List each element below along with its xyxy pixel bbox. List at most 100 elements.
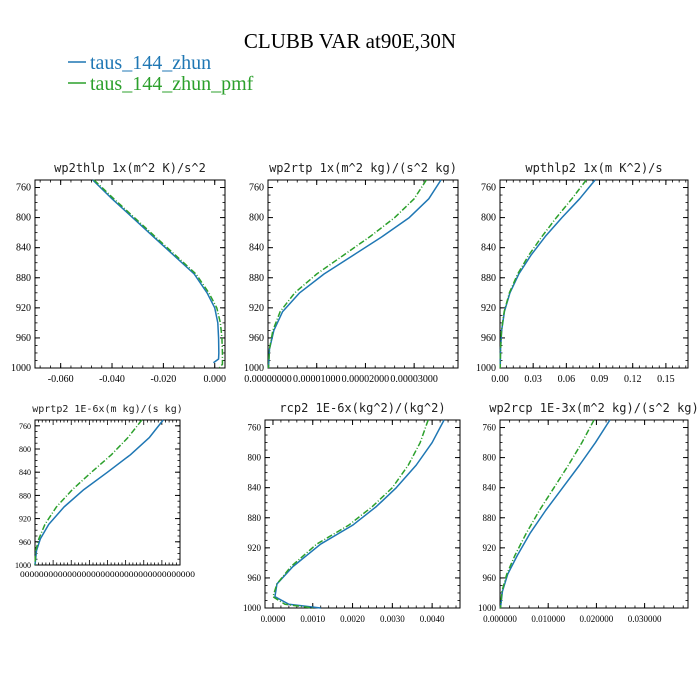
series-line-1: [267, 179, 427, 369]
x-tick-label: 0.0020: [340, 614, 365, 624]
panel-title: wprtp2 1E-6x(m kg)/(s kg): [32, 404, 183, 415]
y-tick-label: 1000: [243, 603, 262, 613]
figure-title: CLUBB VAR at90E,30N: [244, 29, 456, 53]
x-tick-label: -0.020: [150, 374, 176, 385]
panel-5: wp2rcp 1E-3x(m^2 kg)/(s^2 kg) 760 800 840 88…: [478, 401, 699, 624]
x-tick-label: -0.060: [48, 374, 74, 385]
y-tick-label: 760: [248, 423, 262, 433]
panels: wp2thlp 1x(m^2 K)/s^2 760 800 840 880 920 960 1…: [11, 161, 699, 624]
y-tick-label: 1000: [11, 363, 31, 374]
y-tick-label: 840: [16, 243, 31, 254]
y-tick-label: 880: [483, 513, 497, 523]
x-tick-label: 0.010000: [531, 614, 565, 624]
y-tick-label: 920: [19, 515, 31, 524]
y-tick-label: 960: [16, 333, 31, 344]
y-tick-label: 760: [19, 422, 31, 431]
y-tick-label: 760: [249, 183, 264, 194]
y-tick-label: 960: [249, 333, 264, 344]
y-tick-label: 800: [16, 213, 31, 224]
y-tick-label: 840: [481, 243, 496, 254]
panel-title: wp2rtp 1x(m^2 kg)/(s^2 kg): [269, 161, 457, 175]
x-tick-label-overlap: 0000000000000000000000000000000000000: [20, 570, 195, 579]
panel-2: wpthlp2 1x(m K^2)/s 760 800 840 880 920 960 100…: [476, 161, 689, 385]
x-tick-label: 0.0010: [300, 614, 325, 624]
y-tick-label: 920: [16, 303, 31, 314]
plot-frame: [34, 179, 226, 369]
x-tick-label: 0.0000: [261, 614, 286, 624]
y-tick-label: 880: [16, 273, 31, 284]
y-tick-label: 840: [19, 468, 31, 477]
series-line-0: [92, 179, 220, 364]
legend-label-1: taus_144_zhun_pmf: [90, 73, 254, 95]
x-tick-label: 0.020000: [580, 614, 614, 624]
panel-0: wp2thlp 1x(m^2 K)/s^2 760 800 840 880 920 960 1…: [11, 161, 226, 385]
x-tick-label: 0.00002000: [342, 374, 390, 385]
plot-frame: [267, 179, 459, 369]
x-tick-label: 0.12: [624, 374, 642, 385]
x-tick-label: 0.00: [491, 374, 509, 385]
series-line-0: [499, 419, 611, 609]
y-tick-label: 960: [19, 538, 31, 547]
series-line-1: [34, 419, 143, 566]
y-tick-label: 920: [481, 303, 496, 314]
x-tick-label: 0.06: [558, 374, 576, 385]
x-tick-label: 0.000000: [483, 614, 517, 624]
series-line-0: [499, 179, 596, 369]
x-tick-label: 0.00003000: [390, 374, 438, 385]
y-tick-label: 920: [248, 543, 262, 553]
plot-frame: [264, 419, 461, 609]
y-tick-label: 760: [483, 423, 497, 433]
y-tick-label: 960: [248, 573, 262, 583]
legend: taus_144_zhun taus_144_zhun_pmf: [68, 52, 254, 95]
y-tick-label: 920: [483, 543, 497, 553]
y-tick-label: 840: [483, 483, 497, 493]
y-tick-label: 800: [483, 453, 497, 463]
x-tick-label: 0.000: [203, 374, 226, 385]
series-line-1: [93, 179, 224, 369]
plot-frame: [499, 419, 689, 609]
y-tick-label: 760: [16, 183, 31, 194]
y-tick-label: 840: [249, 243, 264, 254]
series-line-0: [274, 419, 445, 609]
legend-label-0: taus_144_zhun: [90, 52, 211, 74]
series-line-1: [272, 419, 429, 609]
x-tick-label: 0.00000000: [244, 374, 292, 385]
y-tick-label: 800: [248, 453, 262, 463]
x-tick-label: 0.15: [657, 374, 675, 385]
panel-1: wp2rtp 1x(m^2 kg)/(s^2 kg) 760 800 840 880 92…: [244, 161, 459, 385]
y-tick-label: 880: [249, 273, 264, 284]
y-tick-label: 1000: [476, 363, 496, 374]
y-tick-label: 1000: [15, 561, 31, 570]
panel-title: wp2rcp 1E-3x(m^2 kg)/(s^2 kg): [489, 401, 699, 415]
x-tick-label: 0.03: [524, 374, 542, 385]
y-tick-label: 800: [19, 445, 31, 454]
series-line-1: [499, 419, 595, 609]
plot-frame: [34, 419, 181, 566]
y-tick-label: 1000: [478, 603, 497, 613]
panel-title: wpthlp2 1x(m K^2)/s: [525, 161, 662, 175]
panel-title: wp2thlp 1x(m^2 K)/s^2: [54, 161, 206, 175]
y-tick-label: 840: [248, 483, 262, 493]
y-tick-label: 760: [481, 183, 496, 194]
series-line-1: [499, 179, 587, 369]
y-tick-label: 1000: [244, 363, 264, 374]
panel-title: rcp2 1E-6x(kg^2)/(kg^2): [279, 401, 445, 415]
panel-3: wprtp2 1E-6x(m kg)/(s kg)760 800 840 880 920…: [15, 404, 195, 579]
y-tick-label: 880: [248, 513, 262, 523]
y-tick-label: 800: [481, 213, 496, 224]
plot-frame: [499, 179, 689, 369]
series-line-0: [34, 419, 164, 566]
y-tick-label: 800: [249, 213, 264, 224]
panel-4: rcp2 1E-6x(kg^2)/(kg^2) 760 800 840 880 920 96…: [243, 401, 461, 624]
y-tick-label: 880: [481, 273, 496, 284]
x-tick-label: 0.09: [591, 374, 609, 385]
x-tick-label: 0.0040: [420, 614, 445, 624]
y-tick-label: 880: [19, 491, 31, 500]
y-tick-label: 960: [483, 573, 497, 583]
x-tick-label: 0.030000: [628, 614, 662, 624]
series-line-0: [267, 179, 442, 369]
x-tick-label: -0.040: [99, 374, 125, 385]
y-tick-label: 920: [249, 303, 264, 314]
x-tick-label: 0.00001000: [293, 374, 341, 385]
